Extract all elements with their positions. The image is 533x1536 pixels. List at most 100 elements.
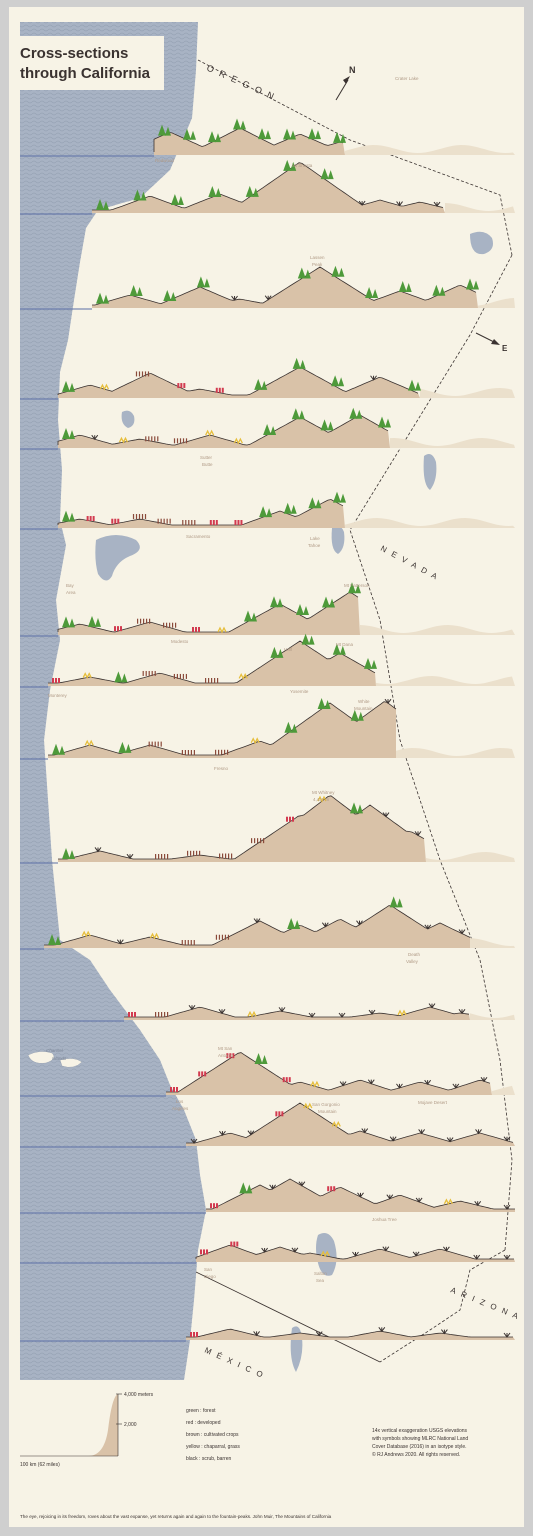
scrub-icon xyxy=(446,1137,454,1143)
crop-icon xyxy=(140,618,142,624)
section-profile-line xyxy=(92,162,444,211)
channel-islands xyxy=(27,1051,83,1068)
chaparral-icon xyxy=(310,1080,320,1088)
forest-tree-icon xyxy=(203,278,210,288)
developed-icon xyxy=(215,387,218,393)
forest-tree-icon xyxy=(284,721,293,733)
scrub-icon xyxy=(321,922,329,928)
crop-icon xyxy=(155,854,157,859)
forest-tree-icon xyxy=(263,423,272,435)
forest-tree-icon xyxy=(324,700,331,709)
sf-bay xyxy=(95,535,140,581)
crop-icon xyxy=(194,520,196,525)
crater-lake-water xyxy=(470,231,493,255)
forest-tree-icon xyxy=(183,128,191,140)
note-line-1: 14x vertical exaggeration USGS elevation… xyxy=(372,1428,468,1434)
forest-tree-icon xyxy=(339,645,346,655)
forest-tree-icon xyxy=(96,292,104,304)
crop-icon xyxy=(257,838,259,844)
forest-tree-icon xyxy=(277,598,283,608)
section-terrain xyxy=(58,795,426,862)
scrub-icon xyxy=(218,1008,226,1015)
nevada-border xyxy=(349,254,513,1251)
scrub-icon xyxy=(424,924,432,930)
forest-tree-icon xyxy=(277,648,284,658)
forest-tree-icon xyxy=(308,497,317,509)
crop-icon xyxy=(141,371,144,377)
forest-tree-icon xyxy=(364,657,372,669)
forest-tree-icon xyxy=(385,418,391,428)
crop-icon xyxy=(135,371,138,377)
label-sutter-1: Sutter xyxy=(200,455,213,460)
scrub-icon xyxy=(308,1012,316,1018)
forest-tree-icon xyxy=(408,379,416,391)
section-outside-terrain xyxy=(426,852,515,862)
legend-developed: red : developed xyxy=(186,1420,221,1426)
crop-icon xyxy=(143,618,145,624)
forest-tree-icon xyxy=(298,410,305,420)
chaparral-icon xyxy=(205,429,215,437)
chaparral-icon xyxy=(250,737,260,745)
crop-icon xyxy=(169,622,171,628)
scrub-icon xyxy=(452,1083,460,1089)
forest-tree-icon xyxy=(62,848,70,859)
label-white-mtn-1: White xyxy=(358,699,370,704)
scrub-icon xyxy=(382,1246,390,1252)
forest-tree-icon xyxy=(251,612,257,622)
scrub-icon xyxy=(458,929,466,935)
developed-icon xyxy=(196,1332,198,1337)
forest-tree-icon xyxy=(158,124,166,136)
forest-tree-icon xyxy=(96,199,104,210)
section-outside-terrain xyxy=(470,938,515,948)
developed-icon xyxy=(120,626,122,632)
chaparral-icon xyxy=(84,739,94,747)
forest-tree-icon xyxy=(177,196,184,206)
forest-tree-icon xyxy=(329,598,335,608)
section-profile-line xyxy=(57,367,419,396)
forest-tree-icon xyxy=(258,128,266,140)
crop-icon xyxy=(182,673,184,679)
label-mojave: Mojave Desert xyxy=(418,1100,448,1105)
forest-tree-icon xyxy=(270,646,279,658)
crop-icon xyxy=(164,854,166,859)
developed-icon xyxy=(204,1071,207,1077)
chaparral-icon xyxy=(118,436,129,444)
crop-icon xyxy=(222,853,224,859)
crop-icon xyxy=(260,838,262,844)
scrub-icon xyxy=(370,375,377,381)
crop-icon xyxy=(219,853,221,859)
crop-icon xyxy=(185,673,187,679)
forest-tree-icon xyxy=(303,605,309,615)
forest-tree-icon xyxy=(290,161,297,171)
forest-tree-icon xyxy=(69,850,75,859)
scrub-icon xyxy=(315,1331,323,1337)
developed-icon xyxy=(55,678,57,683)
forest-tree-icon xyxy=(292,357,301,369)
chaparral-icon xyxy=(238,672,248,680)
label-yosemite: Yosemite xyxy=(290,689,309,694)
forest-tree-icon xyxy=(163,289,172,301)
crop-icon xyxy=(172,622,174,628)
crop-icon xyxy=(163,518,165,524)
developed-icon xyxy=(226,1053,229,1059)
crop-icon xyxy=(146,618,148,624)
crop-icon xyxy=(148,670,150,676)
crop-icon xyxy=(166,518,168,524)
scrub-icon xyxy=(358,200,366,206)
crop-icon xyxy=(164,1012,166,1017)
forest-tree-icon xyxy=(62,428,70,439)
crop-icon xyxy=(176,438,179,444)
label-san-diego-2: Diego xyxy=(204,1274,216,1279)
forest-tree-icon xyxy=(52,743,60,755)
forest-tree-icon xyxy=(378,416,386,428)
forest-tree-icon xyxy=(350,802,358,814)
label-modesto: Modesto xyxy=(171,639,189,644)
crop-icon xyxy=(182,520,184,525)
crop-icon xyxy=(175,622,177,628)
scrub-icon xyxy=(473,1254,481,1260)
section-profile-line xyxy=(186,1328,513,1338)
forest-tree-icon xyxy=(254,378,263,390)
section-outside-terrain xyxy=(492,1085,515,1095)
oregon-border xyxy=(197,59,513,256)
chaparral-icon xyxy=(217,626,227,634)
